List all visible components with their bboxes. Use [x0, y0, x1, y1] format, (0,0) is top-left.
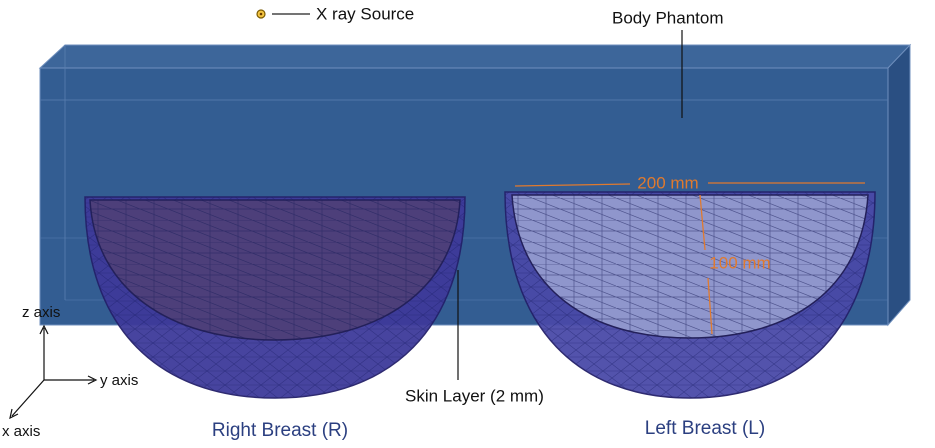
body-phantom-label: Body Phantom	[612, 8, 724, 27]
x-axis-label: x axis	[2, 423, 40, 440]
dimension-line	[707, 277, 713, 335]
left-breast	[504, 191, 876, 399]
axis-triad	[9, 324, 98, 420]
xray-source-label: X ray Source	[316, 4, 414, 23]
z-axis-label: z axis	[22, 304, 60, 321]
depth-label: 100 mm	[709, 253, 770, 272]
dimension-line	[699, 194, 706, 251]
xray-source-dot	[259, 12, 263, 16]
width-label: 200 mm	[637, 173, 698, 192]
right-breast-label: Right Breast (R)	[212, 420, 348, 441]
right-breast	[84, 196, 466, 399]
skin-layer-label: Skin Layer (2 mm)	[405, 386, 544, 405]
y-axis-label: y axis	[100, 372, 138, 389]
dimension-line	[514, 183, 631, 187]
left-breast-label: Left Breast (L)	[645, 418, 765, 439]
